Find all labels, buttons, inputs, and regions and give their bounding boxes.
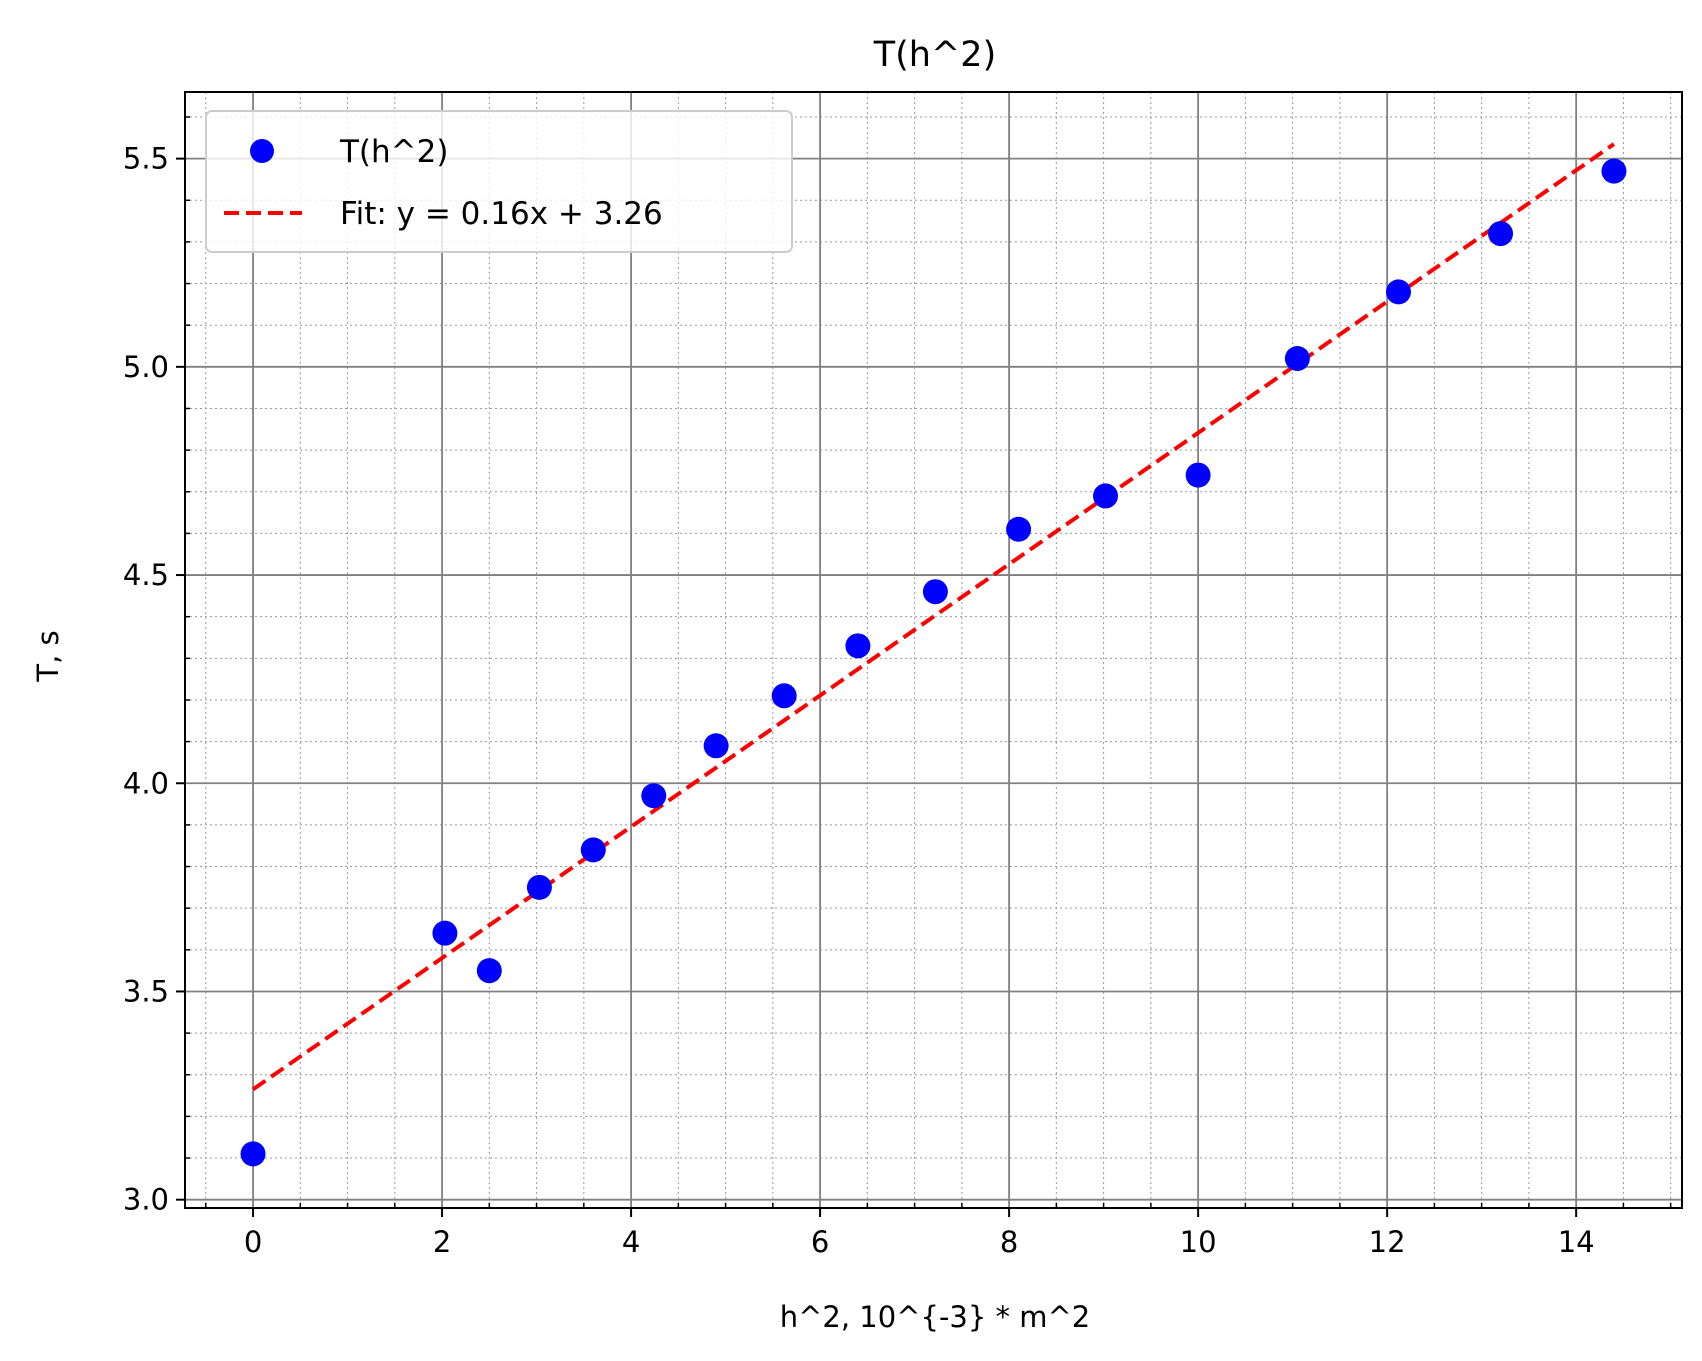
y-tick-label: 5.5: [123, 142, 169, 176]
x-tick-label: 12: [1369, 1225, 1406, 1259]
legend-label-points: T(h^2): [339, 134, 448, 170]
data-point: [771, 683, 797, 709]
data-point: [1185, 462, 1211, 488]
data-point: [476, 958, 502, 984]
y-tick-labels: 3.0 3.5 4.0 4.5 5.0 5.5: [123, 142, 169, 1217]
ticks-layer: [176, 116, 1672, 1217]
fit-layer: [251, 142, 1616, 1091]
data-point: [1601, 158, 1627, 184]
data-point: [240, 1141, 266, 1167]
data-point: [703, 733, 729, 759]
data-point: [1385, 279, 1411, 305]
data-point: [1006, 516, 1032, 542]
legend-marker-points: [250, 139, 274, 163]
x-tick-label: 0: [244, 1225, 262, 1259]
points-layer: [240, 158, 1627, 1167]
legend-label-fit: Fit: y = 0.16x + 3.26: [340, 196, 663, 232]
x-tick-labels: 0 2 4 6 8 10 12 14: [244, 1225, 1595, 1259]
x-tick-label: 4: [622, 1225, 640, 1259]
data-point: [580, 837, 606, 863]
data-point: [1284, 346, 1310, 372]
y-axis-label: T, s: [31, 630, 65, 682]
minor-grid: [185, 92, 1682, 1208]
data-point: [432, 920, 458, 946]
y-tick-label: 4.5: [123, 558, 169, 592]
data-point: [641, 783, 667, 809]
data-point: [845, 633, 871, 659]
chart-title: T(h^2): [873, 35, 996, 75]
data-point: [1093, 483, 1119, 509]
data-point: [526, 874, 552, 900]
legend-box: [205, 110, 793, 253]
y-tick-label: 5.0: [123, 350, 169, 384]
major-grid: [185, 92, 1682, 1208]
data-point: [922, 579, 948, 605]
fit-line: [251, 142, 1616, 1091]
x-tick-label: 14: [1558, 1225, 1595, 1259]
y-tick-label: 4.0: [123, 766, 169, 800]
legend: T(h^2) Fit: y = 0.16x + 3.26: [205, 110, 793, 253]
x-tick-label: 10: [1180, 1225, 1217, 1259]
x-tick-label: 6: [811, 1225, 829, 1259]
y-tick-label: 3.5: [123, 974, 169, 1008]
x-tick-label: 2: [433, 1225, 451, 1259]
plot-frame: [184, 91, 1683, 1209]
x-axis-label: h^2, 10^{-3} * m^2: [780, 1300, 1091, 1334]
data-point: [1488, 221, 1514, 247]
x-tick-label: 8: [1000, 1225, 1018, 1259]
y-tick-label: 3.0: [123, 1183, 169, 1217]
